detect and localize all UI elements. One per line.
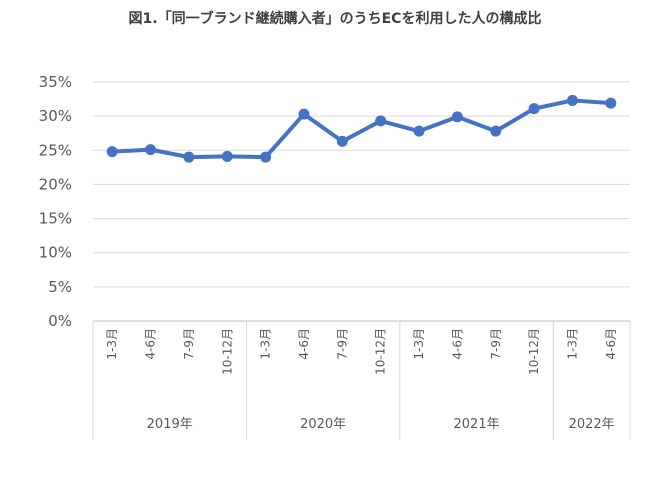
y-axis-ticks: 0% 5% 10% 15% 20% 25% 30% 35% xyxy=(39,73,72,330)
year-label: 2021年 xyxy=(454,417,500,432)
x-tick-label: 7-9月 xyxy=(182,328,196,360)
year-label: 2020年 xyxy=(300,417,346,432)
x-tick-label: 4-6月 xyxy=(297,328,311,360)
data-point xyxy=(566,94,578,106)
y-tick-label: 5% xyxy=(48,278,72,296)
x-tick-label: 10-12月 xyxy=(220,328,234,375)
data-point xyxy=(145,144,157,156)
y-tick-label: 35% xyxy=(39,73,72,91)
data-point xyxy=(413,125,425,137)
series-line xyxy=(110,98,613,160)
data-point xyxy=(375,115,387,127)
year-label: 2022年 xyxy=(569,417,615,432)
x-tick-label: 1-3月 xyxy=(412,328,426,360)
y-tick-label: 25% xyxy=(39,141,72,159)
data-point xyxy=(528,103,540,115)
x-tick-label: 7-9月 xyxy=(489,328,503,360)
data-point xyxy=(106,146,118,158)
y-tick-label: 30% xyxy=(39,107,72,125)
x-tick-label: 1-3月 xyxy=(565,328,579,360)
chart-title: 図1.「同一ブランド継続購入者」のうちECを利用した人の構成比 xyxy=(128,11,542,27)
data-point xyxy=(490,125,502,137)
x-tick-label: 4-6月 xyxy=(450,328,464,360)
gridlines xyxy=(93,81,630,322)
data-point xyxy=(298,108,310,120)
x-tick-label: 4-6月 xyxy=(604,328,618,360)
data-point xyxy=(260,151,272,163)
data-point xyxy=(221,150,233,162)
data-point xyxy=(451,111,463,123)
year-label: 2019年 xyxy=(147,417,193,432)
x-axis: 1-3月 4-6月 7-9月 10-12月 1-3月 4-6月 7-9月 10-12月 1-3月… xyxy=(92,320,631,440)
data-point xyxy=(605,97,617,109)
x-tick-label: 4-6月 xyxy=(144,328,158,360)
x-tick-label: 7-9月 xyxy=(335,328,349,360)
y-tick-label: 15% xyxy=(39,210,72,228)
series-line-path xyxy=(110,98,613,160)
y-tick-label: 0% xyxy=(48,312,72,330)
x-tick-label: 1-3月 xyxy=(259,328,273,360)
data-point xyxy=(336,135,348,147)
x-tick-label: 10-12月 xyxy=(527,328,541,375)
x-tick-label: 1-3月 xyxy=(105,328,119,360)
x-tick-label: 10-12月 xyxy=(374,328,388,375)
y-tick-label: 10% xyxy=(39,244,72,262)
series-points xyxy=(106,94,617,163)
data-point xyxy=(183,151,195,163)
y-tick-label: 20% xyxy=(39,175,72,193)
